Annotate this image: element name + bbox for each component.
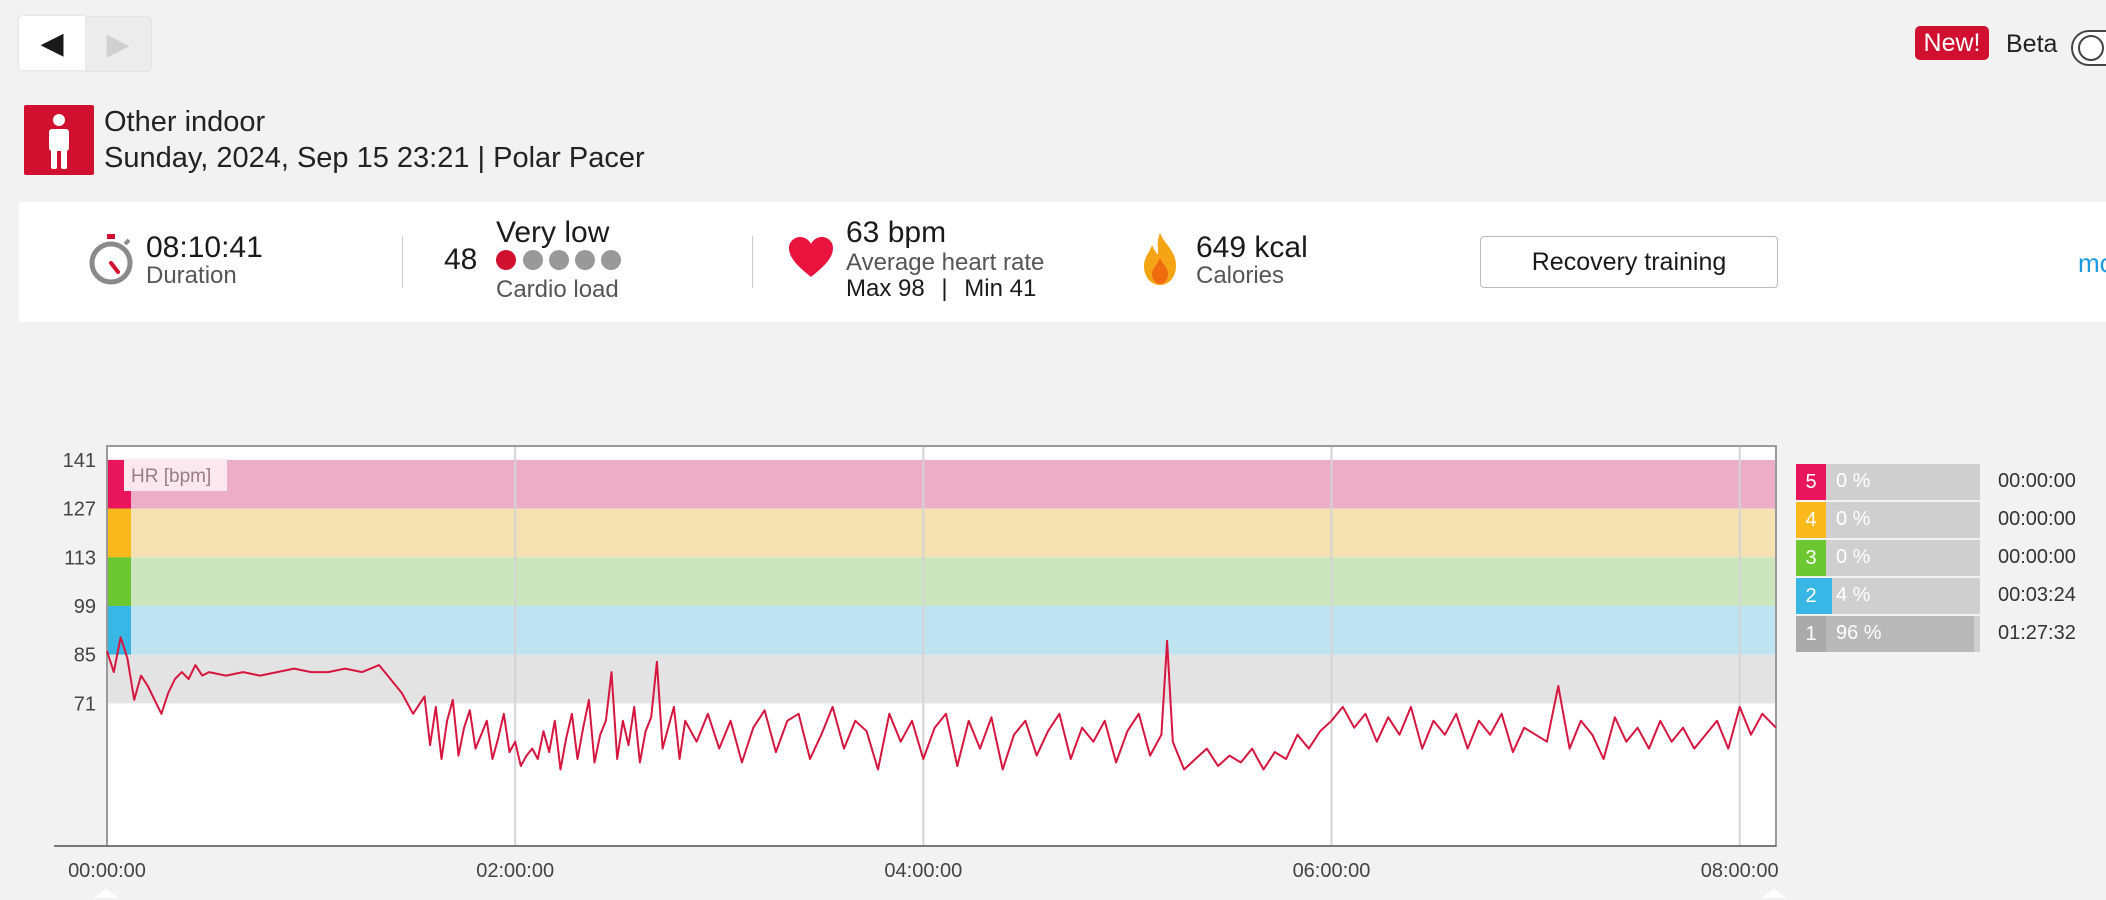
x-tick-label: 08:00:00 (1701, 860, 1779, 882)
zone-number: 4 (1796, 502, 1826, 538)
zone-percent-fill (1826, 578, 1833, 614)
flame-icon (1140, 232, 1180, 291)
y-tick-label: 141 (63, 450, 96, 472)
activity-date-device: Sunday, 2024, Sep 15 23:21 | Polar Pacer (104, 142, 645, 174)
heart-rate-value: 63 bpm (846, 216, 947, 249)
zone-time: 00:03:24 (1998, 584, 2076, 606)
zone-percent: 0 % (1836, 508, 1871, 530)
heart-rate-min: Min 41 (964, 275, 1037, 302)
zone-row-3: 3 0 % (1796, 540, 1980, 576)
calories-value: 649 kcal (1196, 231, 1308, 264)
zone-number: 5 (1796, 464, 1826, 500)
y-tick-label: 99 (74, 596, 96, 618)
y-tick-label: 127 (63, 499, 96, 521)
zone-percent-fill (1826, 616, 1974, 652)
stopwatch-icon (88, 234, 134, 291)
hr-series-line (106, 636, 1777, 771)
heart-rate-label: Average heart rate (846, 249, 1045, 276)
calories-label: Calories (1196, 262, 1285, 289)
zone-percent: 0 % (1836, 546, 1871, 568)
range-handle-right (1762, 888, 1786, 898)
heart-rate-range: Max 98 | Min 41 (846, 275, 1036, 303)
series-label-background (124, 459, 227, 491)
next-button[interactable]: ▶ (85, 16, 152, 72)
new-badge: New! (1915, 26, 1989, 60)
hr-zone-band (107, 557, 1776, 606)
heart-rate-chart: 00:00:00 02:00:00 04:00:00 06:00:00 08:00:00… (54, 445, 1786, 898)
sport-icon (24, 105, 94, 175)
series-label: HR [bpm] (131, 466, 211, 487)
duration-label: Duration (146, 262, 237, 289)
hr-zone-band (107, 606, 1776, 655)
beta-toggle-knob (2078, 35, 2104, 61)
cardio-load-value: 48 (444, 243, 478, 276)
cardio-load-dots (496, 249, 626, 276)
x-tick-label: 06:00:00 (1293, 860, 1371, 882)
zone-time: 00:00:00 (1998, 546, 2076, 568)
hr-zone-marker (107, 508, 131, 558)
hr-zone-band (107, 508, 1776, 558)
divider (402, 236, 403, 288)
cardio-load-level: Very low (496, 216, 610, 249)
more-link[interactable]: mo (2078, 248, 2106, 278)
zone-number: 1 (1796, 616, 1826, 652)
heart-rate-max: Max 98 (846, 275, 925, 302)
duration-value: 08:10:41 (146, 231, 263, 264)
sport-name: Other indoor (104, 106, 266, 138)
zone-percent: 0 % (1836, 470, 1871, 492)
zone-row-4: 4 0 % (1796, 502, 1980, 538)
zone-percent: 4 % (1836, 584, 1871, 606)
hr-zone-band (107, 654, 1776, 704)
y-tick-label: 71 (74, 693, 96, 715)
x-tick-label: 04:00:00 (884, 860, 962, 882)
zone-row-5: 5 0 % (1796, 464, 1980, 500)
hr-zone-band (107, 459, 1776, 509)
x-tick-label: 00:00:00 (68, 860, 146, 882)
cardio-load-label: Cardio load (496, 276, 619, 303)
recovery-training-button[interactable]: Recovery training (1480, 236, 1778, 288)
previous-button[interactable]: ◀ (19, 16, 85, 70)
range-handle-left (94, 888, 118, 898)
zone-row-2: 2 4 % (1796, 578, 1980, 614)
hr-zone-marker (107, 557, 131, 606)
zone-time: 01:27:32 (1998, 622, 2076, 644)
arrow-left-icon: ◀ (40, 26, 64, 60)
y-tick-label: 113 (64, 547, 96, 569)
divider (752, 236, 753, 288)
zone-percent: 96 % (1836, 622, 1882, 644)
zone-time: 00:00:00 (1998, 470, 2076, 492)
zone-row-1: 1 96 % (1796, 616, 1980, 652)
heart-rate-separator: | (941, 275, 948, 302)
zone-time: 00:00:00 (1998, 508, 2076, 530)
y-tick-label: 85 (74, 645, 96, 667)
summary-bar (19, 202, 2106, 322)
zone-number: 2 (1796, 578, 1826, 614)
beta-label: Beta (2006, 30, 2058, 58)
heart-icon (788, 236, 834, 283)
x-tick-label: 02:00:00 (476, 860, 554, 882)
zone-number: 3 (1796, 540, 1826, 576)
arrow-right-icon: ▶ (106, 27, 130, 61)
history-nav: ◀ ▶ (19, 16, 155, 72)
